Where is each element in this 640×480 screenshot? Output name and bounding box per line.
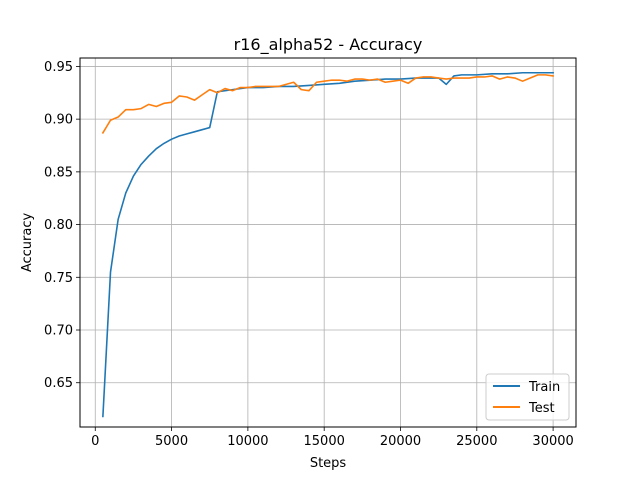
- y-axis-ticks: 0.65 0.70 0.75 0.80 0.85 0.90 0.95: [44, 60, 80, 391]
- x-axis-label: Steps: [310, 456, 347, 471]
- series-line-test: [101, 74, 555, 134]
- x-tick-label: 0: [91, 434, 99, 449]
- y-tick-label: 0.85: [44, 165, 73, 180]
- y-tick-label: 0.80: [44, 218, 73, 233]
- x-tick-label: 10000: [227, 434, 268, 449]
- x-tick-label: 20000: [380, 434, 421, 449]
- y-tick-label: 0.75: [44, 271, 73, 286]
- x-tick-label: 30000: [532, 434, 573, 449]
- grid-lines: [80, 58, 576, 427]
- legend: Train Test: [485, 373, 570, 421]
- plot-frame: [79, 57, 577, 428]
- x-axis-ticks: 0 5000 10000 15000 20000 25000 30000: [91, 427, 574, 449]
- x-tick-label: 5000: [155, 434, 188, 449]
- plot-area: [80, 58, 576, 427]
- legend-label-test: Test: [528, 401, 555, 416]
- y-tick-label: 0.65: [44, 376, 73, 391]
- legend-label-train: Train: [528, 380, 560, 395]
- y-tick-label: 0.95: [44, 60, 73, 75]
- y-tick-label: 0.90: [44, 113, 73, 128]
- chart-title: r16_alpha52 - Accuracy: [234, 35, 423, 55]
- x-tick-label: 15000: [304, 434, 345, 449]
- y-tick-label: 0.70: [44, 324, 73, 339]
- y-axis-label: Accuracy: [20, 213, 35, 273]
- data-series: [101, 71, 555, 418]
- x-tick-label: 25000: [456, 434, 497, 449]
